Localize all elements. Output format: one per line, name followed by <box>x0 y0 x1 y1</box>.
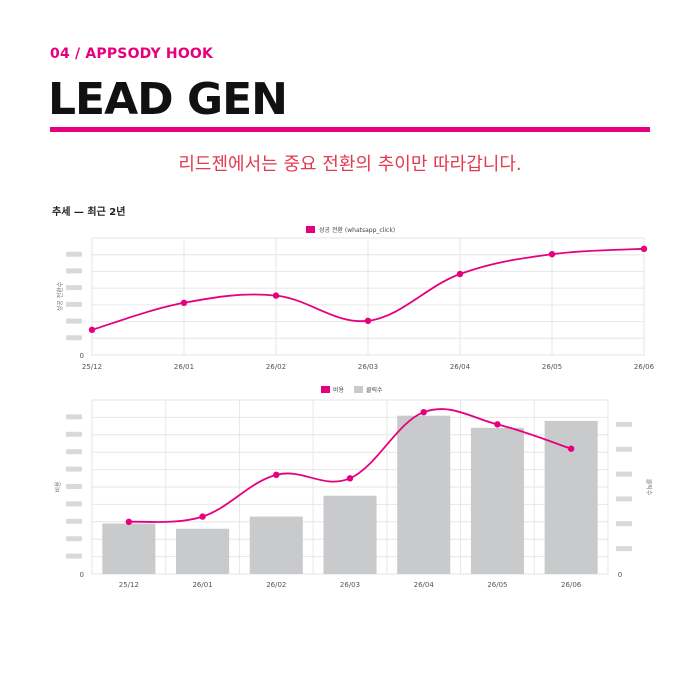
section-eyebrow: 04 / APPSODY HOOK <box>50 46 214 62</box>
y-tick-label-blurred <box>66 431 82 437</box>
y-tick-label-blurred <box>66 268 82 274</box>
y2-tick-label-blurred <box>616 471 632 477</box>
y2-tick-label: 0 <box>618 571 622 579</box>
x-tick-label: 26/04 <box>414 581 435 589</box>
y2-axis-title: 클릭수 <box>645 479 653 496</box>
data-point <box>272 292 280 299</box>
x-tick-label: 25/12 <box>82 363 102 371</box>
bar <box>397 415 451 574</box>
x-tick-label: 26/05 <box>487 581 507 589</box>
y2-tick-label-blurred <box>616 546 632 552</box>
bar <box>544 420 598 574</box>
bar <box>249 516 303 574</box>
data-point <box>494 421 501 428</box>
bar <box>323 495 377 574</box>
y2-tick-label-blurred <box>616 521 632 527</box>
page-title: LEAD GEN <box>48 74 288 125</box>
y-tick-label-blurred <box>66 301 82 307</box>
x-tick-label: 26/02 <box>266 363 286 371</box>
data-point <box>180 299 188 306</box>
data-point <box>125 518 133 525</box>
legend-swatch-cost <box>321 386 330 393</box>
legend-label: 성공 전환 (whatsapp_click) <box>319 226 395 234</box>
x-tick-label: 26/03 <box>358 363 378 371</box>
data-point <box>346 475 354 482</box>
legend-swatch <box>306 226 315 233</box>
data-point <box>548 251 556 258</box>
y2-tick-label-blurred <box>616 496 632 502</box>
y-tick-label-blurred <box>66 449 82 455</box>
legend-label-cost: 비용 <box>333 386 345 394</box>
y-tick-label-blurred <box>66 484 82 489</box>
data-point <box>456 270 464 278</box>
y-tick-label-blurred <box>66 466 82 472</box>
x-tick-label: 26/05 <box>542 363 562 371</box>
y-tick-label: 0 <box>80 352 84 360</box>
y-tick-label-blurred <box>66 318 82 324</box>
x-tick-label: 26/03 <box>340 581 360 589</box>
legend-swatch-clicks <box>354 386 363 393</box>
x-tick-label: 25/12 <box>119 581 139 589</box>
x-tick-label: 26/04 <box>450 363 471 371</box>
bar <box>176 528 230 574</box>
y-tick-label-blurred <box>66 335 82 341</box>
data-point <box>88 326 96 333</box>
y-tick-label: 0 <box>80 571 84 579</box>
data-point <box>420 408 427 416</box>
y-axis-title: 성공 전환수 <box>56 281 64 311</box>
data-point <box>199 513 206 520</box>
y2-tick-label-blurred <box>616 421 632 427</box>
y-tick-label-blurred <box>66 285 82 291</box>
x-tick-label: 26/01 <box>192 581 212 589</box>
y-tick-label-blurred <box>66 501 82 507</box>
data-point <box>364 317 372 324</box>
y-tick-label-blurred <box>66 414 82 420</box>
y-axis-title: 비용 <box>54 481 62 493</box>
x-tick-label: 26/06 <box>561 581 582 589</box>
legend-label-clicks: 클릭수 <box>366 386 383 394</box>
y-tick-label-blurred <box>66 518 82 524</box>
data-point <box>273 471 280 479</box>
tagline: 리드젠에서는 중요 전환의 추이만 따라갑니다. <box>178 154 522 175</box>
bar <box>470 427 524 574</box>
x-tick-label: 26/06 <box>634 363 655 371</box>
data-point <box>567 445 575 452</box>
trend-section-label: 추세 — 최근 2년 <box>52 207 126 218</box>
y-tick-label-blurred <box>66 553 82 559</box>
data-point <box>640 245 648 252</box>
bar <box>102 523 156 574</box>
y2-tick-label-blurred <box>616 446 632 452</box>
y-tick-label-blurred <box>66 251 82 257</box>
y-tick-label-blurred <box>66 536 82 542</box>
x-tick-label: 26/01 <box>174 363 194 371</box>
title-underline <box>50 127 650 132</box>
x-tick-label: 26/02 <box>266 581 286 589</box>
